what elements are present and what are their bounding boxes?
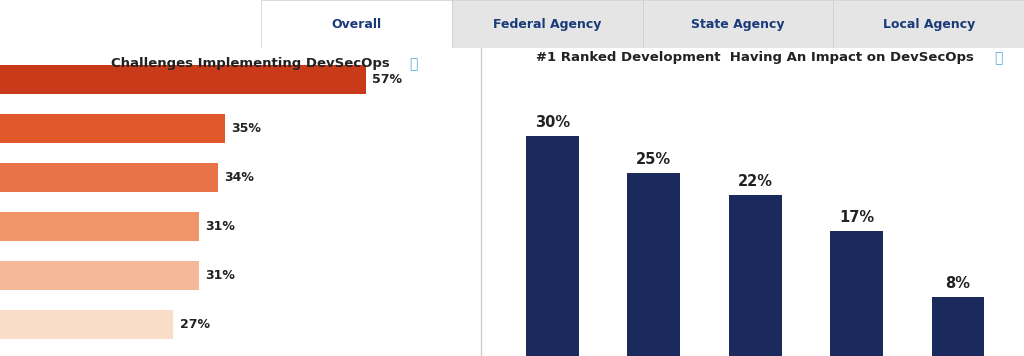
Bar	[261, 0, 452, 48]
Bar	[452, 0, 643, 48]
Bar	[628, 173, 680, 356]
Text: Federal Agency: Federal Agency	[493, 17, 601, 31]
Bar	[0, 212, 199, 241]
Text: 8%: 8%	[945, 277, 971, 292]
Text: 31%: 31%	[206, 269, 236, 282]
Bar	[729, 195, 781, 356]
Text: 35%: 35%	[231, 122, 261, 135]
Text: #1 Ranked Development  Having An Impact on DevSecOps: #1 Ranked Development Having An Impact o…	[537, 51, 974, 64]
Text: State Agency: State Agency	[691, 17, 784, 31]
Text: Challenges Implementing DevSecOps: Challenges Implementing DevSecOps	[111, 57, 390, 70]
Text: 17%: 17%	[839, 210, 874, 225]
Bar	[932, 297, 984, 356]
Text: 57%: 57%	[372, 73, 402, 87]
Text: 27%: 27%	[179, 318, 210, 331]
Text: ⓘ: ⓘ	[409, 57, 418, 71]
Text: Local Agency: Local Agency	[883, 17, 975, 31]
Text: 34%: 34%	[224, 171, 255, 184]
Bar	[830, 231, 883, 356]
Bar	[0, 65, 366, 94]
Bar	[526, 136, 579, 356]
Text: ⓘ: ⓘ	[994, 51, 1002, 65]
Bar	[0, 114, 224, 143]
Text: Overall: Overall	[332, 17, 382, 31]
Text: 25%: 25%	[636, 152, 672, 167]
Bar	[643, 0, 834, 48]
Bar	[0, 310, 173, 339]
Text: 31%: 31%	[206, 220, 236, 233]
Bar	[834, 0, 1024, 48]
Bar	[0, 163, 218, 192]
Text: 22%: 22%	[737, 174, 773, 189]
Bar	[0, 261, 199, 290]
Text: 30%: 30%	[535, 115, 570, 130]
